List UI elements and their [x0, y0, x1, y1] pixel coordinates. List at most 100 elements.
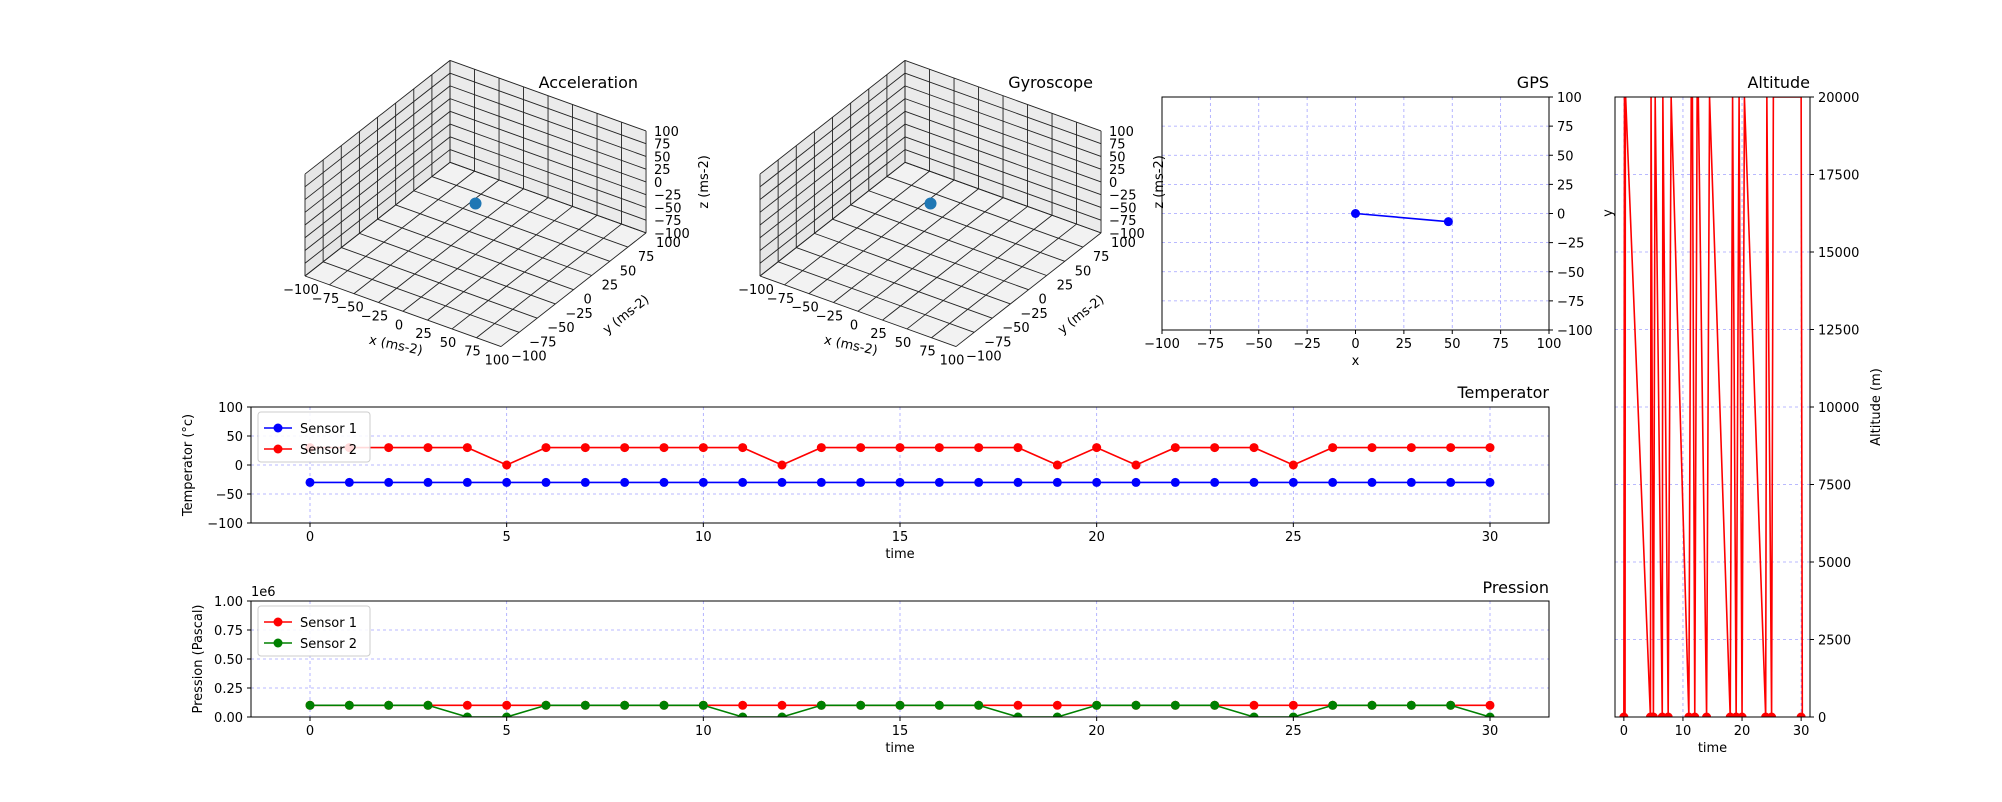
x-tick-label: 100 [485, 354, 510, 369]
grid [251, 406, 1549, 524]
data-point [1210, 700, 1220, 710]
legend-marker [273, 638, 283, 648]
chart-title: Pression [1483, 578, 1549, 597]
data-point [777, 712, 787, 717]
legend-marker [273, 423, 283, 433]
y-tick-label: 0.00 [214, 711, 243, 726]
z-tick-label: 100 [654, 125, 679, 140]
data-point [1406, 477, 1416, 487]
data-point [1443, 217, 1453, 227]
z-tick-label: −100 [654, 227, 690, 242]
data-point [1249, 700, 1259, 710]
x-tick-label: 75 [919, 345, 936, 360]
data-point [1690, 712, 1700, 717]
x-tick-label: 30 [1482, 724, 1499, 739]
x-tick-label: 5 [503, 724, 511, 739]
y-tick-label: 50 [226, 430, 243, 445]
series-line [1623, 97, 1804, 717]
y-tick-label: 75 [1557, 120, 1574, 135]
series-sensor-1 [305, 477, 1495, 487]
temperature-chart: Temperator 0 5 10 15 20 25 30 time −100 −50 0 50 100… [181, 383, 1550, 562]
data-point [469, 197, 482, 210]
x-tick-label: 20 [1088, 530, 1105, 545]
chart-title: Gyroscope [1008, 73, 1093, 92]
data-point [974, 477, 984, 487]
gridline [904, 98, 1102, 170]
x-tick-label: 0 [306, 530, 314, 545]
legend-marker [273, 444, 283, 454]
series-sensor-2 [305, 443, 1495, 470]
data-point [974, 443, 984, 453]
z-tick-label: 50 [654, 150, 671, 165]
data-point [1485, 712, 1495, 717]
x-tick-label: −25 [816, 309, 843, 324]
data-point [777, 700, 787, 710]
chart-title: GPS [1517, 73, 1549, 92]
y-tick-label: 20000 [1818, 91, 1859, 106]
x-tick-label: 30 [1482, 530, 1499, 545]
series-line [1355, 212, 1449, 223]
y-tick-label: 0.50 [214, 653, 243, 668]
grid [759, 59, 1102, 347]
z-tick-label: −50 [654, 201, 681, 216]
data-point [1406, 443, 1416, 453]
x-tick-label: 50 [895, 336, 912, 351]
x-axis-label: time [885, 547, 914, 562]
x-tick-label: 0 [1351, 337, 1359, 352]
data-point [1013, 443, 1023, 453]
data-point [895, 700, 905, 710]
data-point [816, 700, 826, 710]
gridline [449, 59, 647, 132]
y-tick-label: 2500 [1818, 634, 1851, 649]
data-point [1367, 477, 1377, 487]
y-tick-label: −100 [511, 350, 547, 365]
data-point [816, 477, 826, 487]
data-point [580, 443, 590, 453]
legend: Sensor 1 Sensor 2 [257, 411, 371, 463]
data-point [384, 443, 394, 453]
y-tick-label: 12500 [1818, 324, 1859, 339]
data-point [462, 443, 472, 453]
data-point [934, 443, 944, 453]
y-tick-label: −100 [1557, 324, 1593, 339]
x-tick-label: 0 [850, 318, 858, 333]
data-point [344, 700, 354, 710]
data-point [620, 443, 630, 453]
y-tick-label: 7500 [1818, 479, 1851, 494]
data-point [1052, 712, 1062, 717]
x-tick-label: −50 [336, 301, 363, 316]
data-point [1619, 712, 1629, 717]
data-point [423, 700, 433, 710]
data-point [1485, 700, 1495, 710]
y-tick-label: 50 [1557, 149, 1574, 164]
series-0 [1619, 97, 1806, 717]
y-tick-label: 0.75 [214, 624, 243, 639]
y-tick-label: 10000 [1818, 401, 1859, 416]
x-tick-label: −75 [1197, 337, 1224, 352]
chart-title: Temperator [1456, 383, 1549, 402]
y-tick-label: 100 [218, 401, 243, 416]
x-tick-label: 5 [503, 530, 511, 545]
z-axis-label: z (ms-2) [1152, 155, 1167, 209]
data-point [1288, 477, 1298, 487]
altitude-chart: Altitude 0 10 20 30 time 0 2500 5000 7500 10000 12… [1614, 73, 1884, 756]
data-point [384, 477, 394, 487]
data-point [620, 477, 630, 487]
z-tick-label: 50 [1109, 150, 1126, 165]
x-tick-label: 10 [695, 530, 712, 545]
gridline [904, 72, 1102, 145]
y-tick-label: −25 [1557, 237, 1584, 252]
y-tick-label: 100 [656, 236, 681, 251]
data-point [924, 197, 937, 210]
gridline [304, 60, 451, 175]
legend-marker [273, 617, 283, 627]
y-axis-label: Pression (Pascal) [191, 604, 206, 713]
x-tick-label: 25 [1285, 724, 1302, 739]
data-point [974, 700, 984, 710]
gridline [868, 190, 1065, 262]
z-tick-label: 75 [654, 138, 671, 153]
data-point [462, 700, 472, 710]
data-point [856, 477, 866, 487]
z-tick-label: −75 [654, 214, 681, 229]
x-tick-label: 0 [306, 724, 314, 739]
